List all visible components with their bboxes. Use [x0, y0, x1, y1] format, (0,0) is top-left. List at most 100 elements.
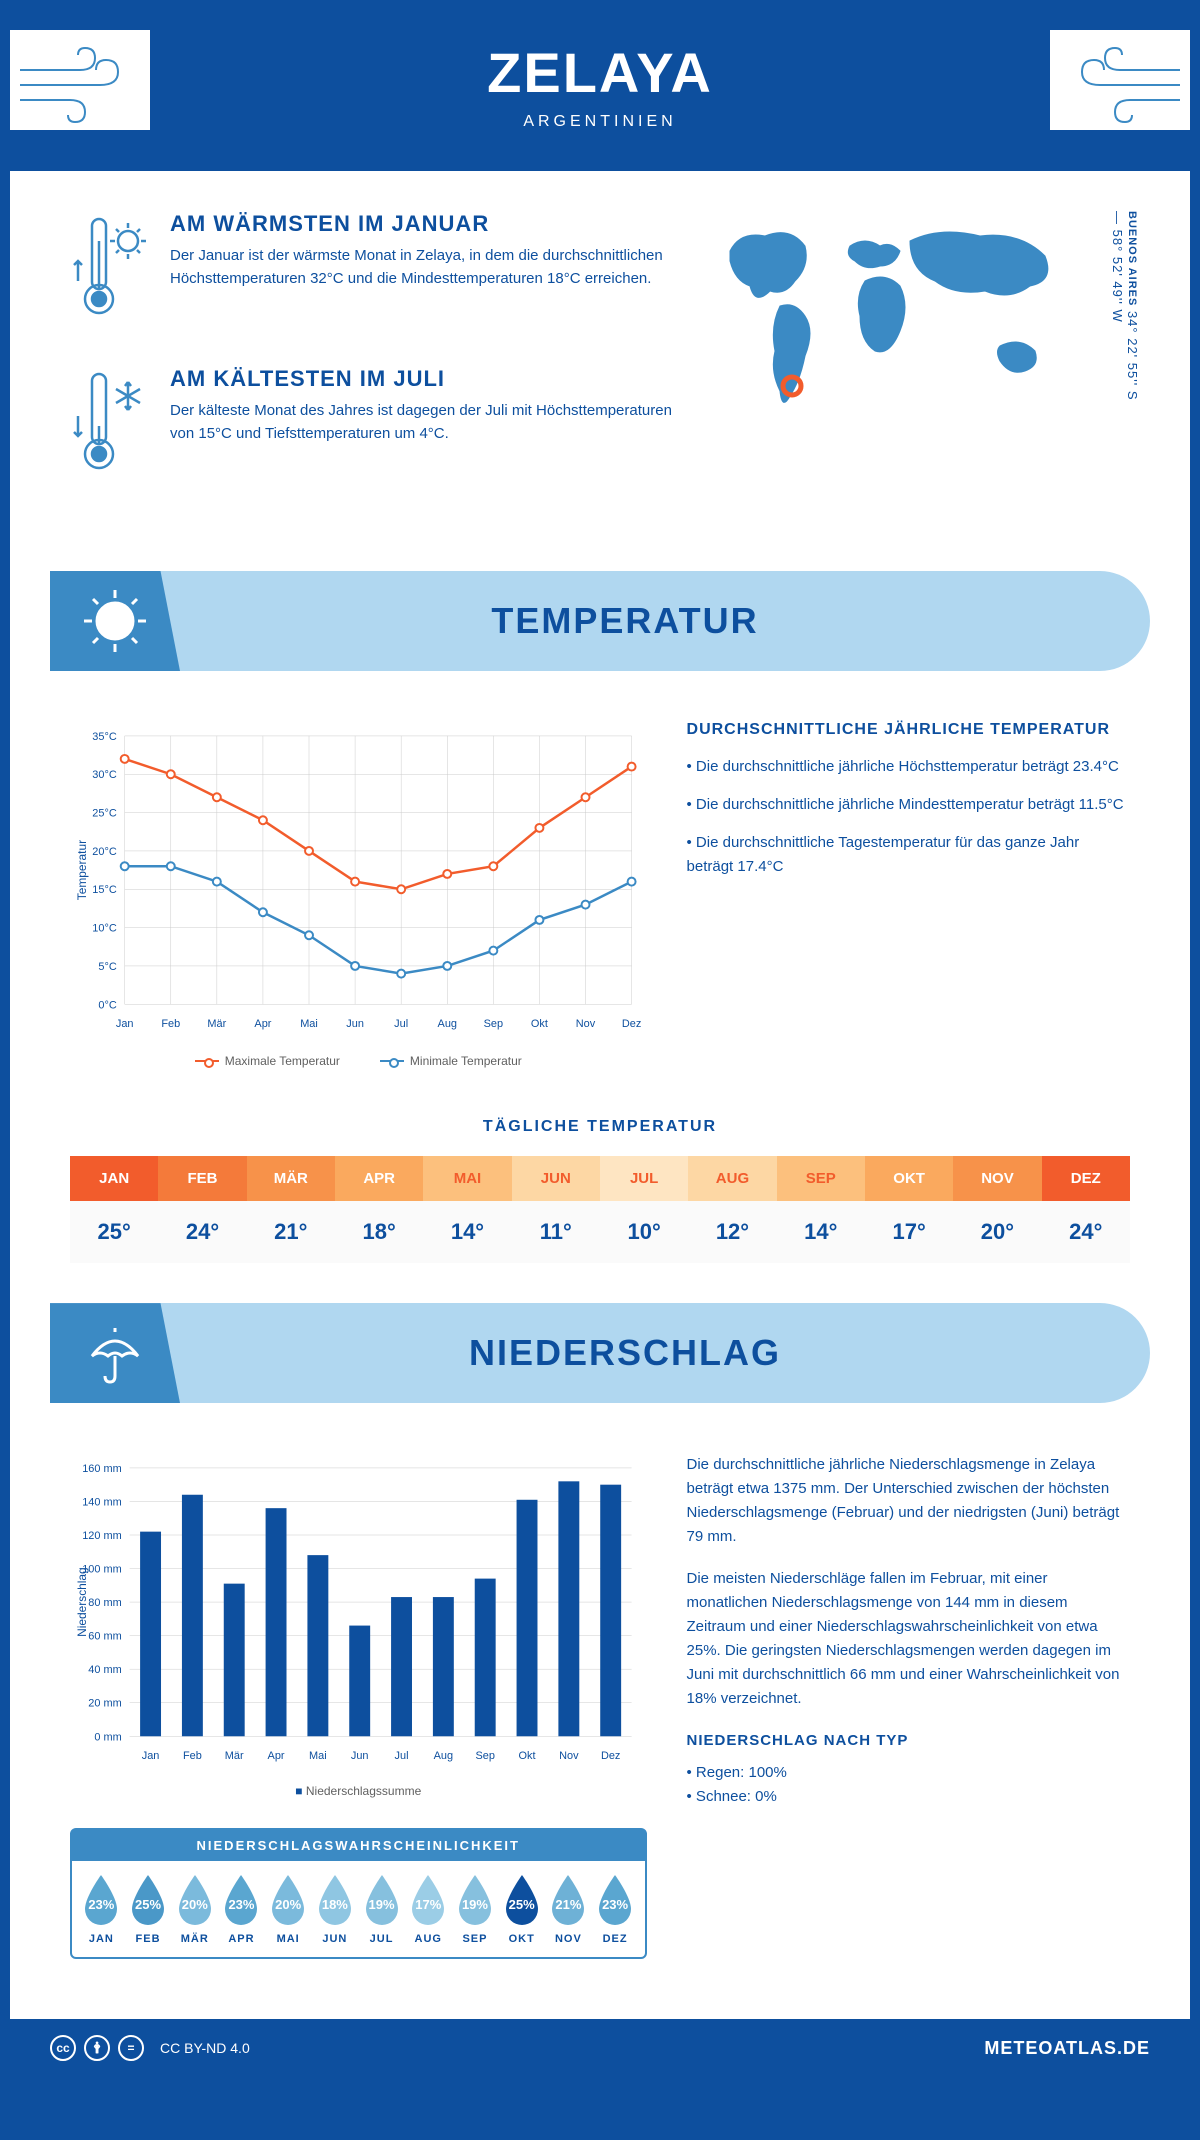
svg-text:Feb: Feb — [161, 1018, 180, 1030]
daily-temp-month: DEZ — [1042, 1156, 1130, 1201]
daily-temp-value: 14° — [423, 1201, 511, 1263]
svg-text:Nov: Nov — [576, 1018, 596, 1030]
daily-temp-month: MAI — [423, 1156, 511, 1201]
svg-text:Sep: Sep — [484, 1018, 503, 1030]
raindrop-icon: 18% — [313, 1873, 357, 1927]
nd-icon: = — [118, 2035, 144, 2061]
precip-type-title: NIEDERSCHLAG NACH TYP — [687, 1729, 1130, 1753]
svg-text:0°C: 0°C — [98, 999, 116, 1011]
page-subtitle: ARGENTINIEN — [10, 113, 1190, 131]
drop-col: 21% NOV — [545, 1873, 592, 1945]
daily-temp-col: MAI 14° — [423, 1156, 511, 1263]
raindrop-icon: 23% — [593, 1873, 637, 1927]
drop-col: 19% JUL — [358, 1873, 405, 1945]
cc-icon: cc — [50, 2035, 76, 2061]
svg-text:Okt: Okt — [519, 1750, 536, 1762]
svg-text:Nov: Nov — [559, 1750, 579, 1762]
raindrop-icon: 21% — [546, 1873, 590, 1927]
svg-text:Mär: Mär — [225, 1750, 244, 1762]
daily-temp-value: 24° — [158, 1201, 246, 1263]
svg-text:Dez: Dez — [622, 1018, 641, 1030]
svg-text:Jun: Jun — [346, 1018, 364, 1030]
svg-text:Jan: Jan — [116, 1018, 134, 1030]
daily-temp-month: MÄR — [247, 1156, 335, 1201]
raindrop-icon: 23% — [79, 1873, 123, 1927]
precipitation-probability-box: NIEDERSCHLAGSWAHRSCHEINLICHKEIT 23% JAN … — [70, 1828, 647, 1959]
world-map-container: BUENOS AIRES 34° 22' 55'' S — 58° 52' 49… — [710, 211, 1130, 521]
daily-temp-col: NOV 20° — [953, 1156, 1041, 1263]
precip-type-rain: • Regen: 100% — [687, 1761, 1130, 1785]
daily-temp-col: JUN 11° — [512, 1156, 600, 1263]
world-map-icon — [710, 211, 1070, 431]
daily-temp-col: AUG 12° — [688, 1156, 776, 1263]
svg-text:Temperatur: Temperatur — [75, 840, 89, 900]
legend-min-label: Minimale Temperatur — [410, 1054, 522, 1068]
drop-col: 23% JAN — [78, 1873, 125, 1945]
coldest-title: AM KÄLTESTEN IM JULI — [170, 366, 680, 392]
svg-text:60 mm: 60 mm — [88, 1631, 121, 1643]
drop-month-label: MÄR — [171, 1933, 218, 1945]
precipitation-bar-chart: 0 mm20 mm40 mm60 mm80 mm100 mm120 mm140 … — [70, 1453, 647, 1798]
drop-month-label: OKT — [498, 1933, 545, 1945]
svg-text:Mai: Mai — [300, 1018, 318, 1030]
precip-legend: Niederschlagssumme — [70, 1784, 647, 1798]
drop-value: 25% — [509, 1897, 535, 1912]
svg-text:Jun: Jun — [351, 1750, 369, 1762]
daily-temp-col: MÄR 21° — [247, 1156, 335, 1263]
svg-text:80 mm: 80 mm — [88, 1597, 121, 1609]
coordinates: BUENOS AIRES 34° 22' 55'' S — 58° 52' 49… — [1110, 211, 1140, 411]
svg-text:160 mm: 160 mm — [82, 1463, 121, 1475]
daily-temp-value: 20° — [953, 1201, 1041, 1263]
svg-text:40 mm: 40 mm — [88, 1664, 121, 1676]
drop-value: 19% — [462, 1897, 488, 1912]
svg-text:35°C: 35°C — [92, 731, 117, 743]
daily-temp-month: JUN — [512, 1156, 600, 1201]
wind-deco-right — [1050, 30, 1190, 130]
warmest-text: Der Januar ist der wärmste Monat in Zela… — [170, 245, 680, 290]
svg-text:20 mm: 20 mm — [88, 1698, 121, 1710]
drop-col: 19% SEP — [452, 1873, 499, 1945]
coldest-block: AM KÄLTESTEN IM JULI Der kälteste Monat … — [70, 366, 680, 491]
daily-temp-col: JUL 10° — [600, 1156, 688, 1263]
legend-max-label: Maximale Temperatur — [225, 1054, 340, 1068]
raindrop-icon: 20% — [266, 1873, 310, 1927]
drop-value: 20% — [182, 1897, 208, 1912]
drop-col: 25% OKT — [498, 1873, 545, 1945]
daily-temp-title: TÄGLICHE TEMPERATUR — [10, 1118, 1190, 1136]
umbrella-icon — [50, 1303, 180, 1403]
drop-value: 19% — [369, 1897, 395, 1912]
drop-month-label: DEZ — [592, 1933, 639, 1945]
precipitation-heading: NIEDERSCHLAG — [180, 1332, 1150, 1374]
svg-text:Niederschlag: Niederschlag — [75, 1567, 89, 1637]
drops-title: NIEDERSCHLAGSWAHRSCHEINLICHKEIT — [72, 1830, 645, 1861]
drop-col: 25% FEB — [125, 1873, 172, 1945]
temperature-banner: TEMPERATUR — [50, 571, 1150, 671]
thermometer-cold-icon — [70, 366, 150, 491]
svg-text:5°C: 5°C — [98, 961, 116, 973]
daily-temp-month: AUG — [688, 1156, 776, 1201]
drop-value: 25% — [135, 1897, 161, 1912]
raindrop-icon: 20% — [173, 1873, 217, 1927]
svg-text:30°C: 30°C — [92, 769, 117, 781]
daily-temp-value: 24° — [1042, 1201, 1130, 1263]
raindrop-icon: 19% — [453, 1873, 497, 1927]
raindrop-icon: 19% — [360, 1873, 404, 1927]
daily-temp-col: JAN 25° — [70, 1156, 158, 1263]
daily-temp-month: APR — [335, 1156, 423, 1201]
license-text: CC BY-ND 4.0 — [160, 2040, 250, 2056]
svg-text:15°C: 15°C — [92, 884, 117, 896]
drop-month-label: SEP — [452, 1933, 499, 1945]
drop-col: 20% MAI — [265, 1873, 312, 1945]
daily-temp-value: 10° — [600, 1201, 688, 1263]
coldest-text: Der kälteste Monat des Jahres ist dagege… — [170, 400, 680, 445]
svg-text:Aug: Aug — [438, 1018, 457, 1030]
daily-temperature-table: JAN 25° FEB 24° MÄR 21° APR 18° MAI 14° … — [70, 1156, 1130, 1263]
precip-type-snow: • Schnee: 0% — [687, 1785, 1130, 1809]
daily-temp-value: 18° — [335, 1201, 423, 1263]
site-name: METEOATLAS.DE — [984, 2038, 1150, 2059]
warmest-block: AM WÄRMSTEN IM JANUAR Der Januar ist der… — [70, 211, 680, 336]
temp-bullet-1: • Die durchschnittliche jährliche Mindes… — [687, 793, 1130, 817]
svg-text:Feb: Feb — [183, 1750, 202, 1762]
raindrop-icon: 17% — [406, 1873, 450, 1927]
drop-col: 23% APR — [218, 1873, 265, 1945]
